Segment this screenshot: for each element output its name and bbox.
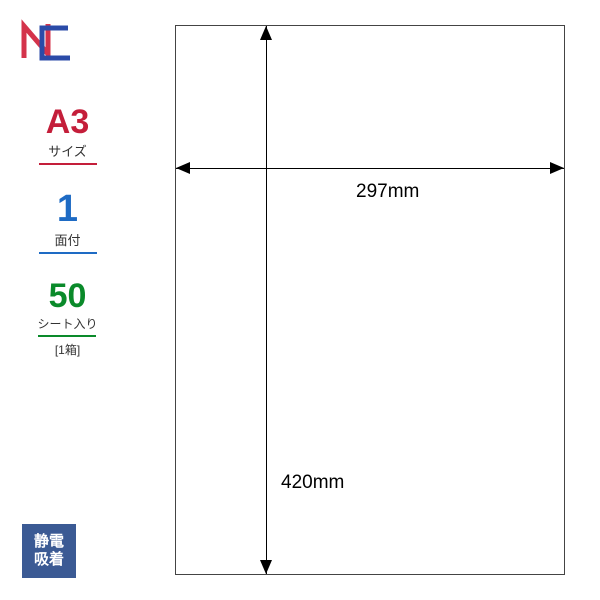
badge-line2: 吸着 [34,551,64,569]
spec-divider [39,252,97,254]
height-dimension-line [266,26,267,574]
arrow-up-icon [260,26,272,40]
arrow-right-icon [550,162,564,174]
spec-divider [38,335,96,337]
spec-size-label: サイズ [39,141,97,160]
arrow-down-icon [260,560,272,574]
spec-sidebar: A3 サイズ 1 面付 50 シート入り [1箱] [30,105,105,358]
spec-faces: 1 面付 [39,190,97,254]
spec-size: A3 サイズ [39,105,97,165]
arrow-left-icon [176,162,190,174]
electrostatic-badge: 静電 吸着 [22,524,76,578]
spec-faces-label: 面付 [39,230,97,249]
brand-logo [18,18,78,68]
spec-sheets: 50 シート入り [1箱] [37,279,97,358]
spec-sheets-note: [1箱] [37,341,97,358]
spec-faces-value: 1 [39,190,97,228]
badge-line1: 静電 [34,533,64,551]
spec-size-value: A3 [39,105,97,139]
width-dimension-line [176,168,564,169]
spec-sheets-value: 50 [37,279,97,313]
width-label: 297mm [356,181,419,203]
height-label: 420mm [281,472,344,494]
sheet-diagram: 297mm 420mm [175,25,565,575]
spec-divider [39,163,97,165]
spec-sheets-label: シート入り [37,315,97,332]
